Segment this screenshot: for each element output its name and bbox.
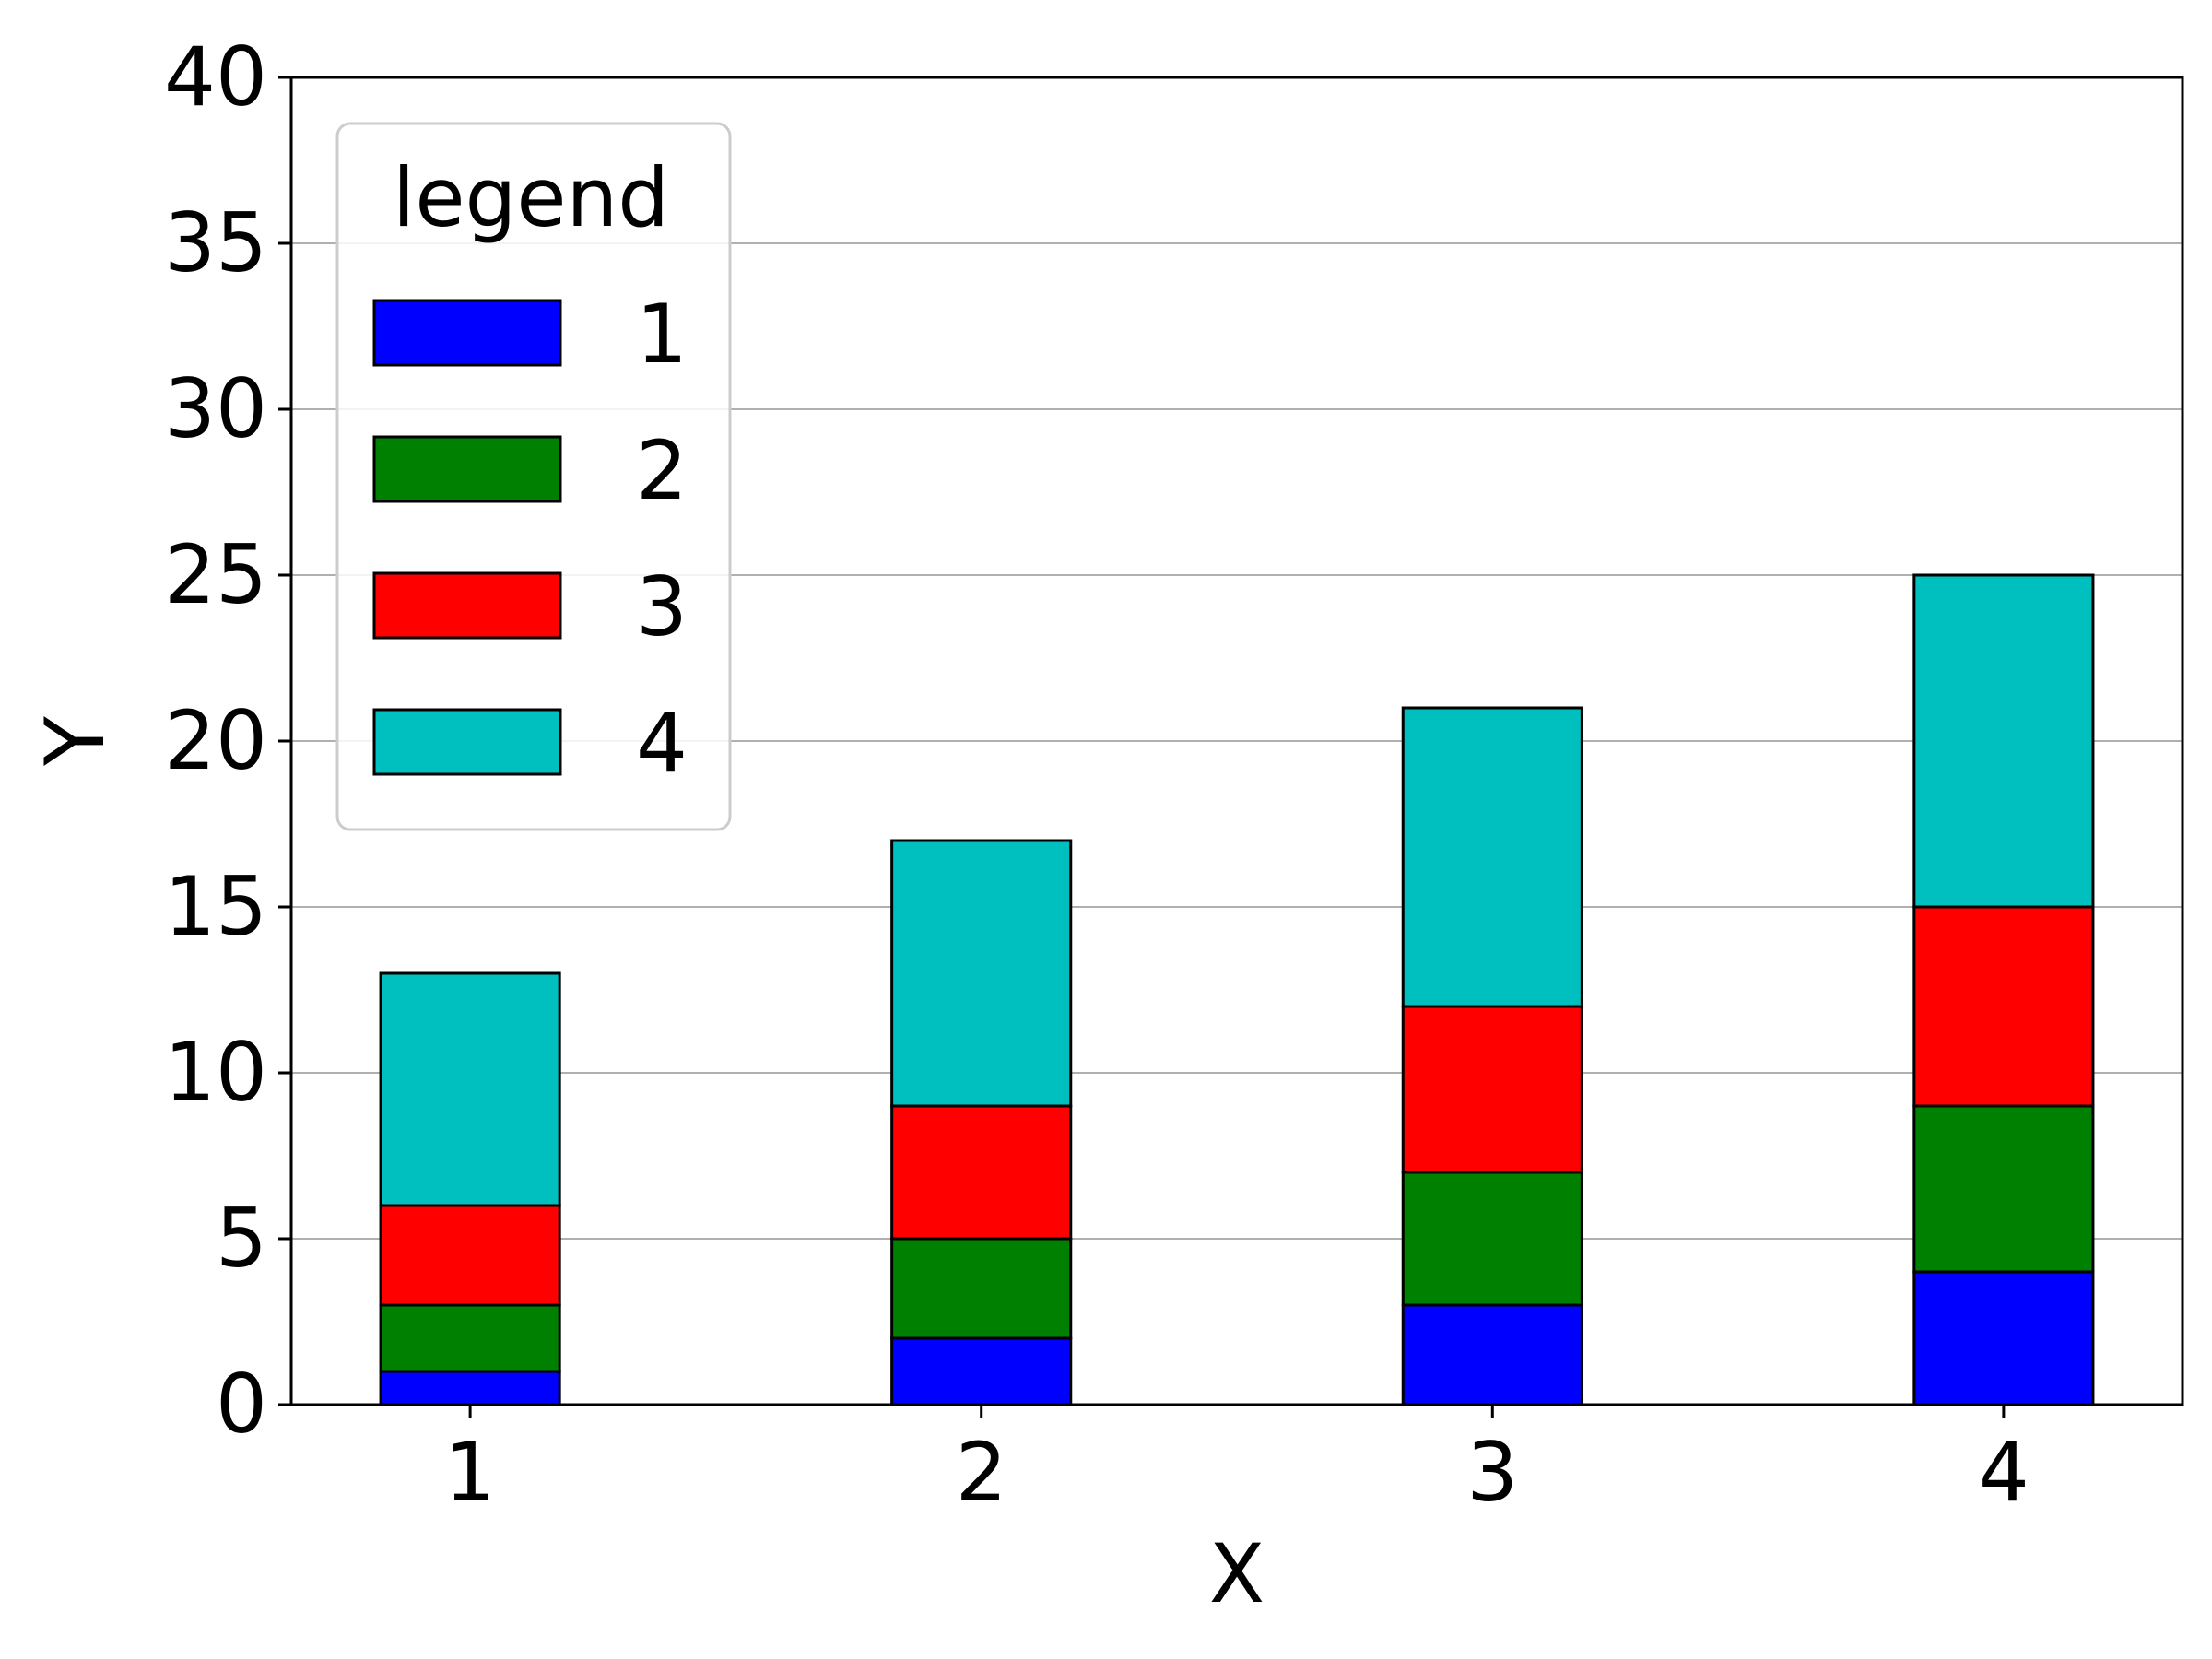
x-axis-ticks: 1 2 3 4 bbox=[444, 1405, 2030, 1520]
bar-segment-series-4-x-4 bbox=[1912, 573, 2095, 909]
bar-segment-series-1-x-3 bbox=[1401, 1303, 1583, 1406]
bar-segment-series-1-x-4 bbox=[1912, 1270, 2095, 1406]
y-axis-label: Y bbox=[28, 716, 123, 767]
bar-segment-series-3-x-2 bbox=[890, 1104, 1073, 1241]
bar-segment-series-1-x-1 bbox=[379, 1370, 561, 1406]
legend-swatch bbox=[372, 708, 562, 776]
legend-title: legend bbox=[393, 150, 669, 245]
legend-swatch bbox=[372, 435, 562, 503]
y-tick-label: 5 bbox=[216, 1191, 267, 1286]
bar-segment-series-3-x-4 bbox=[1912, 905, 2095, 1108]
legend-swatch bbox=[372, 571, 562, 640]
legend-label: 3 bbox=[636, 559, 688, 654]
bar-segment-series-4-x-1 bbox=[379, 971, 561, 1207]
legend-entries: 1 2 3 4 bbox=[372, 287, 688, 791]
x-tick-label: 3 bbox=[1466, 1425, 1518, 1520]
y-tick-label: 20 bbox=[164, 693, 267, 788]
bar-segment-series-2-x-2 bbox=[890, 1237, 1073, 1340]
legend-swatch bbox=[372, 299, 562, 367]
bar-segment-series-1-x-2 bbox=[890, 1336, 1073, 1406]
bar-segment-series-3-x-3 bbox=[1401, 1005, 1583, 1174]
y-tick-label: 15 bbox=[164, 859, 267, 954]
legend-label: 1 bbox=[636, 287, 688, 382]
x-tick-label: 4 bbox=[1978, 1425, 2030, 1520]
legend-label: 2 bbox=[636, 423, 688, 518]
legend: legend 1 2 3 4 bbox=[335, 122, 732, 831]
legend-label: 4 bbox=[636, 696, 688, 791]
y-tick-label: 25 bbox=[164, 527, 267, 622]
y-tick-label: 0 bbox=[216, 1357, 267, 1452]
x-tick-label: 2 bbox=[956, 1425, 1007, 1520]
bar-segment-series-4-x-3 bbox=[1401, 706, 1583, 1008]
bar-segment-series-2-x-1 bbox=[379, 1303, 561, 1373]
y-tick-label: 10 bbox=[164, 1025, 267, 1120]
bar-segment-series-2-x-3 bbox=[1401, 1171, 1583, 1307]
bar-segment-series-2-x-4 bbox=[1912, 1104, 2095, 1274]
bars bbox=[379, 573, 2095, 1406]
bar-segment-series-4-x-2 bbox=[890, 839, 1073, 1108]
y-tick-label: 35 bbox=[164, 195, 267, 290]
y-tick-label: 40 bbox=[164, 29, 267, 124]
x-tick-label: 1 bbox=[444, 1425, 496, 1520]
x-axis-label: X bbox=[1209, 1526, 1265, 1621]
y-axis-ticks: 0 5 10 15 20 25 30 35 40 bbox=[164, 29, 291, 1452]
bar-segment-series-3-x-1 bbox=[379, 1204, 561, 1307]
y-tick-label: 30 bbox=[164, 361, 267, 456]
